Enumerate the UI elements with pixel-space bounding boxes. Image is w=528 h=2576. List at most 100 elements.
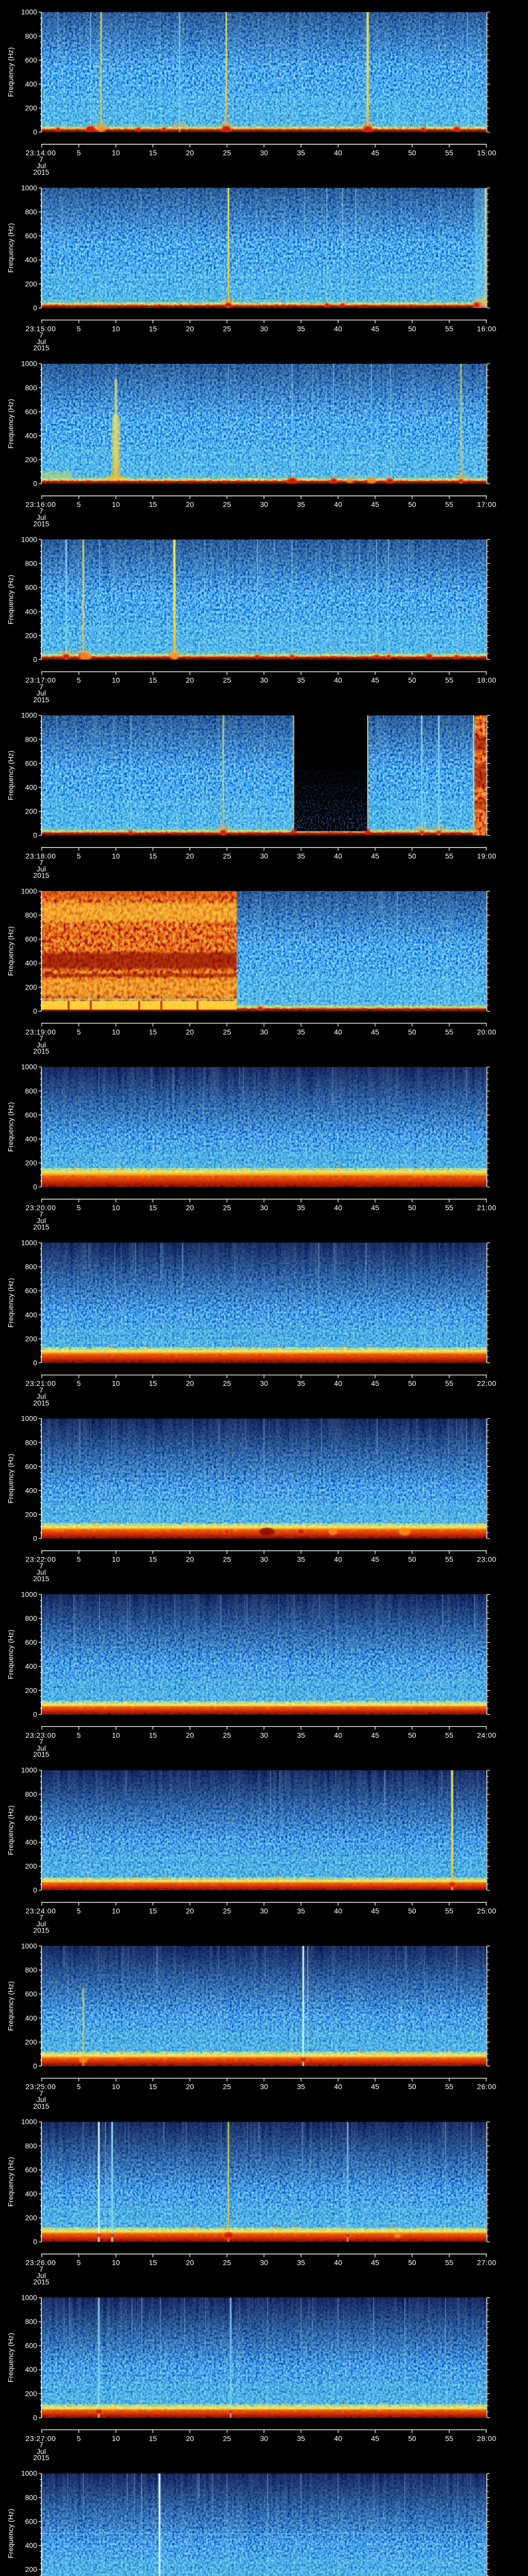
svg-text:15:00: 15:00 xyxy=(477,149,497,157)
svg-text:40: 40 xyxy=(334,2259,342,2267)
svg-text:0: 0 xyxy=(33,831,37,839)
svg-text:30: 30 xyxy=(260,1731,268,1739)
svg-text:Frequency (Hz): Frequency (Hz) xyxy=(7,1630,15,1679)
svg-text:1000: 1000 xyxy=(21,1766,37,1774)
svg-text:Frequency (Hz): Frequency (Hz) xyxy=(7,223,15,273)
svg-text:800: 800 xyxy=(25,383,38,392)
svg-text:10: 10 xyxy=(112,1731,120,1739)
svg-text:200: 200 xyxy=(25,807,38,816)
svg-text:15: 15 xyxy=(149,852,157,860)
svg-text:20: 20 xyxy=(186,676,194,684)
svg-text:55: 55 xyxy=(445,1555,453,1564)
svg-text:20:00: 20:00 xyxy=(477,1028,497,1036)
svg-text:10: 10 xyxy=(112,676,120,684)
svg-text:200: 200 xyxy=(25,455,38,464)
svg-text:0: 0 xyxy=(33,1710,37,1718)
svg-text:7: 7 xyxy=(39,507,43,515)
svg-text:Jul: Jul xyxy=(37,2272,46,2280)
svg-text:55: 55 xyxy=(445,852,453,860)
svg-text:23:24:00: 23:24:00 xyxy=(26,1907,56,1915)
svg-text:40: 40 xyxy=(334,852,342,860)
svg-text:800: 800 xyxy=(25,1087,38,1095)
svg-text:0: 0 xyxy=(33,1183,37,1191)
svg-text:200: 200 xyxy=(25,2565,38,2573)
svg-text:35: 35 xyxy=(297,2434,305,2443)
svg-text:23:17:00: 23:17:00 xyxy=(26,676,56,684)
svg-text:35: 35 xyxy=(297,1907,305,1915)
svg-text:45: 45 xyxy=(371,1204,380,1212)
svg-text:30: 30 xyxy=(260,1028,268,1036)
svg-text:10: 10 xyxy=(112,1555,120,1564)
svg-text:25:00: 25:00 xyxy=(477,1907,497,1915)
svg-text:0: 0 xyxy=(33,128,37,136)
svg-text:25: 25 xyxy=(223,1028,231,1036)
svg-text:600: 600 xyxy=(25,1990,38,1998)
svg-text:1000: 1000 xyxy=(21,8,37,16)
svg-text:10: 10 xyxy=(112,500,120,509)
svg-text:800: 800 xyxy=(25,1790,38,1798)
svg-text:800: 800 xyxy=(25,2493,38,2501)
svg-text:200: 200 xyxy=(25,983,38,991)
svg-text:2015: 2015 xyxy=(33,1574,49,1583)
svg-text:1000: 1000 xyxy=(21,2293,37,2301)
svg-text:200: 200 xyxy=(25,631,38,639)
svg-text:Frequency (Hz): Frequency (Hz) xyxy=(7,2157,15,2207)
svg-text:1000: 1000 xyxy=(21,1942,37,1950)
svg-text:10: 10 xyxy=(112,2434,120,2443)
svg-text:25: 25 xyxy=(223,1204,231,1212)
svg-text:30: 30 xyxy=(260,325,268,333)
svg-text:7: 7 xyxy=(39,1562,43,1570)
svg-text:35: 35 xyxy=(297,1555,305,1564)
svg-text:600: 600 xyxy=(25,1111,38,1119)
svg-text:25: 25 xyxy=(223,2434,231,2443)
svg-text:5: 5 xyxy=(77,1204,81,1212)
svg-text:50: 50 xyxy=(408,2259,417,2267)
svg-text:40: 40 xyxy=(334,1204,342,1212)
svg-text:45: 45 xyxy=(371,852,380,860)
svg-text:0: 0 xyxy=(33,480,37,488)
svg-text:20: 20 xyxy=(186,1731,194,1739)
svg-text:25: 25 xyxy=(223,852,231,860)
svg-text:35: 35 xyxy=(297,2082,305,2091)
svg-text:30: 30 xyxy=(260,1907,268,1915)
svg-text:1000: 1000 xyxy=(21,360,37,368)
svg-text:30: 30 xyxy=(260,149,268,157)
svg-text:400: 400 xyxy=(25,2541,38,2550)
svg-text:Jul: Jul xyxy=(37,1041,46,1049)
svg-text:5: 5 xyxy=(77,1028,81,1036)
svg-text:10: 10 xyxy=(112,149,120,157)
svg-text:1000: 1000 xyxy=(21,1063,37,1071)
svg-text:45: 45 xyxy=(371,149,380,157)
svg-text:50: 50 xyxy=(408,1731,417,1739)
svg-text:20: 20 xyxy=(186,1028,194,1036)
svg-text:24:00: 24:00 xyxy=(477,1731,497,1739)
svg-text:200: 200 xyxy=(25,1334,38,1343)
svg-text:10: 10 xyxy=(112,1379,120,1387)
svg-text:600: 600 xyxy=(25,1814,38,1822)
svg-text:15: 15 xyxy=(149,2434,157,2443)
svg-text:23:26:00: 23:26:00 xyxy=(26,2259,56,2267)
svg-text:400: 400 xyxy=(25,80,38,88)
svg-text:23:23:00: 23:23:00 xyxy=(26,1731,56,1739)
svg-text:Frequency (Hz): Frequency (Hz) xyxy=(7,47,15,97)
svg-text:15: 15 xyxy=(149,1379,157,1387)
svg-text:23:20:00: 23:20:00 xyxy=(26,1204,56,1212)
svg-text:23:19:00: 23:19:00 xyxy=(26,1028,56,1036)
svg-text:35: 35 xyxy=(297,1731,305,1739)
svg-text:50: 50 xyxy=(408,1907,417,1915)
svg-text:0: 0 xyxy=(33,2062,37,2070)
svg-text:Jul: Jul xyxy=(37,337,46,346)
svg-text:20: 20 xyxy=(186,325,194,333)
svg-text:50: 50 xyxy=(408,1204,417,1212)
svg-text:28:00: 28:00 xyxy=(477,2434,497,2443)
svg-text:40: 40 xyxy=(334,2434,342,2443)
svg-text:2015: 2015 xyxy=(33,1399,49,1407)
svg-text:45: 45 xyxy=(371,2259,380,2267)
svg-text:20: 20 xyxy=(186,2259,194,2267)
svg-text:45: 45 xyxy=(371,1379,380,1387)
svg-text:800: 800 xyxy=(25,1438,38,1447)
svg-text:20: 20 xyxy=(186,852,194,860)
svg-text:40: 40 xyxy=(334,676,342,684)
svg-text:20: 20 xyxy=(186,1555,194,1564)
svg-text:50: 50 xyxy=(408,325,417,333)
